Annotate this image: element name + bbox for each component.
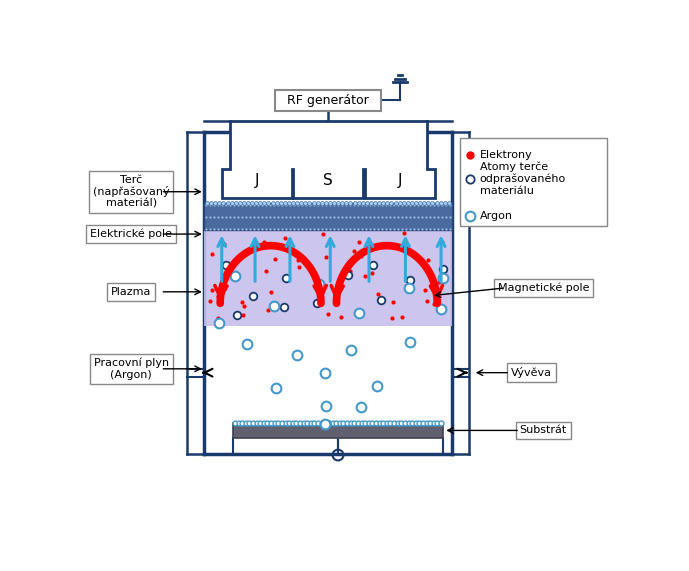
Text: J: J [398,174,402,188]
Text: Terč
(napřašovaný
materiál): Terč (napřašovaný materiál) [93,175,169,209]
Text: Vývěva: Vývěva [511,367,553,378]
Text: Plazma: Plazma [111,287,152,297]
Text: S: S [323,174,333,188]
Text: Substrát: Substrát [520,425,567,436]
Polygon shape [275,90,380,111]
Polygon shape [234,423,442,438]
Text: RF generátor: RF generátor [287,94,369,107]
Text: Elektrony: Elektrony [480,150,533,160]
Text: Magnetické pole: Magnetické pole [497,283,589,293]
Polygon shape [204,203,452,230]
Text: Atomy terče
odprašovaného
materiálu: Atomy terče odprašovaného materiálu [480,162,566,196]
Text: Argon: Argon [480,211,513,222]
Polygon shape [222,121,435,198]
Text: Elektrické pole: Elektrické pole [90,229,172,239]
Polygon shape [204,230,452,327]
Text: J: J [254,174,259,188]
Polygon shape [460,138,607,226]
Text: Pracovní plyn
(Argon): Pracovní plyn (Argon) [94,358,169,380]
